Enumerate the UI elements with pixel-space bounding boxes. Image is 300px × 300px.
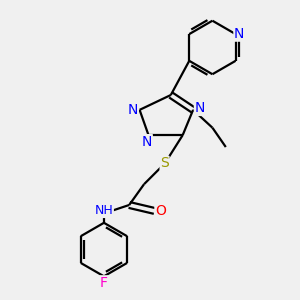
Text: O: O (155, 204, 166, 218)
Text: N: N (128, 103, 138, 117)
Text: F: F (100, 276, 108, 290)
Text: N: N (194, 101, 205, 116)
Text: S: S (160, 156, 169, 170)
Text: N: N (142, 135, 152, 149)
Text: NH: NH (94, 204, 113, 218)
Text: N: N (234, 27, 244, 41)
